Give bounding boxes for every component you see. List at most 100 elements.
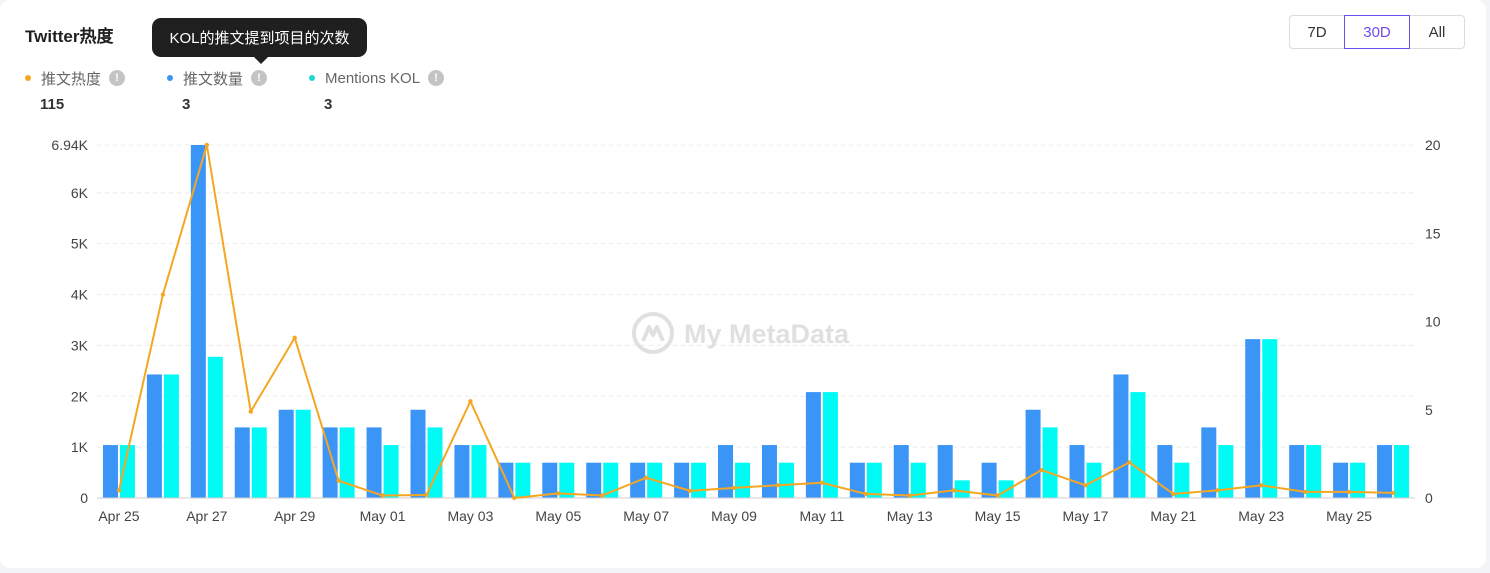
line-point[interactable] — [600, 493, 605, 498]
bar-mentions-kol[interactable] — [163, 374, 179, 498]
bar-tweet-count[interactable] — [366, 427, 382, 498]
bar-mentions-kol[interactable] — [383, 445, 399, 498]
line-point[interactable] — [1039, 467, 1044, 473]
info-icon[interactable]: ! — [251, 70, 268, 86]
line-point[interactable] — [512, 495, 517, 501]
bar-tweet-count[interactable] — [1157, 445, 1173, 498]
bar-tweet-count[interactable] — [893, 445, 909, 498]
line-point[interactable] — [160, 292, 166, 297]
bar-tweet-count[interactable] — [1377, 445, 1393, 498]
bar-tweet-count[interactable] — [278, 409, 294, 498]
bar-tweet-count[interactable] — [146, 374, 162, 498]
bar-tweet-count[interactable] — [410, 409, 426, 498]
line-point[interactable] — [1390, 490, 1396, 496]
bar-tweet-count[interactable] — [981, 462, 997, 498]
bar-tweet-count[interactable] — [322, 427, 338, 498]
line-point[interactable] — [292, 335, 297, 340]
bar-mentions-kol[interactable] — [471, 445, 487, 498]
bar-tweet-count[interactable] — [542, 462, 558, 498]
line-point[interactable] — [1346, 489, 1352, 495]
bar-mentions-kol[interactable] — [1350, 462, 1366, 498]
bar-tweet-count[interactable] — [718, 445, 734, 498]
bar-mentions-kol[interactable] — [1218, 445, 1234, 498]
bar-mentions-kol[interactable] — [515, 462, 531, 498]
bar-mentions-kol[interactable] — [735, 462, 751, 498]
bar-tweet-count[interactable] — [190, 145, 206, 498]
bar-mentions-kol[interactable] — [1262, 339, 1278, 498]
x-tick-label: May 15 — [975, 508, 1021, 524]
bar-mentions-kol[interactable] — [295, 409, 311, 498]
info-icon[interactable]: ! — [109, 70, 126, 86]
bar-mentions-kol[interactable] — [119, 445, 135, 498]
bar-mentions-kol[interactable] — [954, 480, 970, 498]
bar-tweet-count[interactable] — [586, 462, 602, 498]
line-point[interactable] — [819, 480, 825, 485]
bar-mentions-kol[interactable] — [603, 462, 619, 498]
y-left-tick-label: 6K — [71, 185, 89, 201]
bar-tweet-count[interactable] — [761, 445, 777, 498]
bar-tweet-count[interactable] — [1025, 409, 1041, 498]
bar-mentions-kol[interactable] — [339, 427, 355, 498]
bar-tweet-count[interactable] — [1113, 374, 1129, 498]
x-tick-label: May 03 — [447, 508, 493, 524]
bar-mentions-kol[interactable] — [427, 427, 443, 498]
line-point[interactable] — [951, 488, 956, 493]
bar-tweet-count[interactable] — [1289, 445, 1305, 498]
legend-item-heat[interactable]: 推文热度 ! 115 — [25, 67, 126, 113]
bar-mentions-kol[interactable] — [866, 462, 882, 498]
bar-tweet-count[interactable] — [937, 445, 953, 498]
line-point[interactable] — [995, 493, 1000, 498]
line-point[interactable] — [1259, 483, 1264, 488]
line-point[interactable] — [468, 399, 473, 404]
bar-mentions-kol[interactable] — [1306, 445, 1322, 498]
line-point[interactable] — [204, 142, 210, 148]
bar-tweet-count[interactable] — [1333, 462, 1349, 498]
line-point[interactable] — [1302, 489, 1308, 495]
line-point[interactable] — [248, 409, 253, 414]
bar-mentions-kol[interactable] — [822, 392, 838, 498]
bar-mentions-kol[interactable] — [1042, 427, 1058, 498]
bar-mentions-kol[interactable] — [1130, 392, 1146, 498]
bar-mentions-kol[interactable] — [559, 462, 575, 498]
line-point[interactable] — [556, 491, 561, 496]
y-left-tick-label: 2K — [71, 388, 89, 404]
line-point[interactable] — [907, 493, 912, 498]
line-point[interactable] — [116, 488, 122, 493]
line-point[interactable] — [336, 478, 341, 483]
bar-mentions-kol[interactable] — [207, 356, 223, 498]
bar-tweet-count[interactable] — [805, 392, 821, 498]
bar-tweet-count[interactable] — [1201, 427, 1217, 498]
bar-tweet-count[interactable] — [454, 445, 470, 498]
bar-mentions-kol[interactable] — [778, 462, 794, 498]
y-right-tick-label: 0 — [1425, 490, 1433, 506]
bar-mentions-kol[interactable] — [910, 462, 926, 498]
bar-tweet-count[interactable] — [1069, 445, 1085, 498]
line-point[interactable] — [1127, 460, 1132, 465]
bar-tweet-count[interactable] — [1245, 339, 1261, 498]
watermark-text: My MetaData — [684, 319, 850, 349]
line-point[interactable] — [687, 488, 693, 494]
bar-mentions-kol[interactable] — [1174, 462, 1190, 498]
legend-item-mentions-kol[interactable]: Mentions KOL ! 3 — [309, 67, 445, 113]
line-point[interactable] — [1215, 488, 1220, 493]
bar-tweet-count[interactable] — [674, 462, 690, 498]
x-tick-label: May 05 — [535, 508, 581, 524]
info-icon[interactable]: ! — [428, 70, 445, 86]
bar-mentions-kol[interactable] — [1394, 445, 1410, 498]
line-point[interactable] — [380, 493, 385, 498]
line-point[interactable] — [643, 475, 649, 480]
bar-tweet-count[interactable] — [849, 462, 865, 498]
line-point[interactable] — [1083, 483, 1088, 488]
range-30d-button[interactable]: 30D — [1344, 15, 1410, 49]
line-point[interactable] — [731, 485, 737, 491]
line-point[interactable] — [1171, 491, 1176, 497]
bar-mentions-kol[interactable] — [251, 427, 267, 498]
line-point[interactable] — [775, 483, 781, 488]
bar-tweet-count[interactable] — [102, 445, 118, 498]
line-point[interactable] — [424, 492, 429, 498]
line-point[interactable] — [863, 491, 869, 497]
bar-tweet-count[interactable] — [234, 427, 250, 498]
bar-mentions-kol[interactable] — [691, 462, 707, 498]
legend-item-tweet-count[interactable]: 推文数量 ! 3 — [167, 67, 268, 113]
bar-mentions-kol[interactable] — [998, 480, 1014, 498]
